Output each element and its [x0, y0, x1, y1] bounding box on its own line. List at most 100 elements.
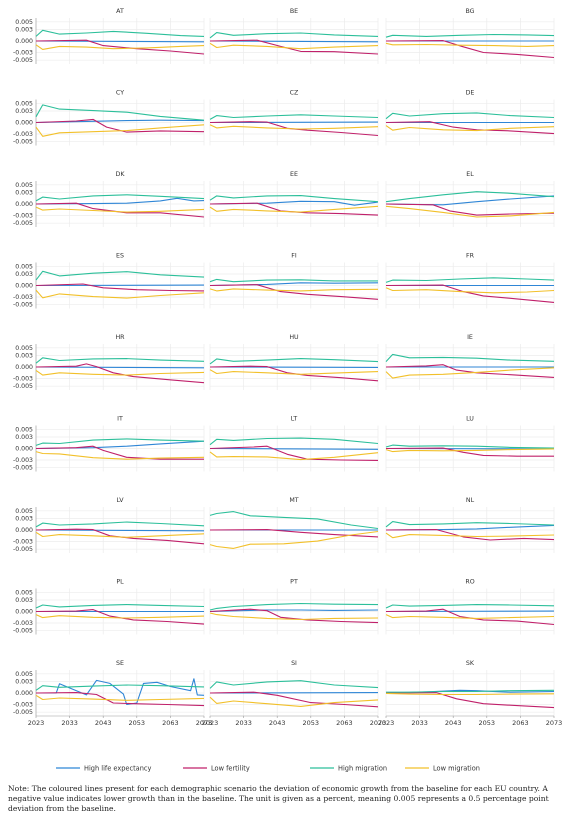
series-line-hm: [35, 684, 205, 691]
y-tick-label: 0.003: [15, 190, 33, 197]
series-line-lm: [385, 287, 555, 294]
y-tick-label: 0.005: [15, 426, 33, 433]
x-tick-label: 2043: [445, 719, 462, 727]
y-tick-label: -0.003: [13, 213, 33, 220]
x-tick-label: 2073: [546, 719, 563, 727]
series-line-hm: [209, 358, 379, 365]
series-line-hle: [209, 447, 379, 450]
panel-ee: EE: [209, 171, 379, 227]
series-line-lf: [35, 39, 205, 55]
panel-title: IE: [467, 334, 473, 341]
panel-title: ES: [116, 253, 124, 260]
y-tick-label: -0.005: [13, 628, 33, 635]
series-line-hle: [35, 366, 205, 369]
panel-cz: CZ: [209, 90, 379, 146]
x-tick-label: 2043: [269, 719, 286, 727]
y-tick-label: 0.005: [15, 671, 33, 678]
series-line-lf: [35, 118, 205, 133]
y-tick-label: -0.005: [13, 709, 33, 716]
series-line-lf: [385, 364, 555, 378]
series-line-lm: [209, 451, 379, 461]
panel-title: LT: [291, 416, 298, 423]
panel-title: LU: [466, 416, 474, 423]
series-line-lm: [35, 694, 205, 701]
series-line-hm: [209, 195, 379, 203]
y-tick-label: -0.003: [13, 376, 33, 383]
panel-title: DK: [116, 171, 126, 178]
series-line-hm: [209, 437, 379, 446]
series-line-hm: [209, 32, 379, 39]
x-tick-label: 2023: [202, 719, 219, 727]
panel-ie: IE: [385, 334, 555, 390]
y-tick-label: 0.003: [15, 679, 33, 686]
legend-label-hle: High life expectancy: [84, 765, 152, 773]
series-line-lm: [209, 612, 379, 621]
series-line-lm: [385, 614, 555, 619]
x-tick-label: 2063: [512, 719, 529, 727]
y-tick-label: 0.005: [15, 589, 33, 596]
x-tick-label: 2073: [196, 719, 213, 727]
panel-title: SI: [291, 660, 297, 667]
y-tick-label: -0.005: [13, 465, 33, 472]
y-tick-label: 0.003: [15, 434, 33, 441]
legend-label-lf: Low fertility: [211, 765, 250, 773]
panel-nl: NL: [385, 497, 555, 553]
series-line-lm: [35, 369, 205, 376]
y-tick-label: 0.005: [15, 19, 33, 26]
series-line-lm: [35, 44, 205, 50]
series-line-lf: [35, 609, 205, 625]
series-line-lm: [35, 451, 205, 460]
y-tick-label: 0.003: [15, 516, 33, 523]
series-line-lf: [209, 39, 379, 55]
series-line-hle: [35, 529, 205, 532]
series-line-hm: [209, 511, 379, 530]
y-tick-label: 0.000: [15, 364, 33, 371]
series-line-hm: [385, 33, 555, 38]
series-line-lf: [35, 528, 205, 545]
series-line-lf: [385, 284, 555, 303]
panel-title: AT: [116, 8, 124, 15]
y-tick-label: 0.000: [15, 201, 33, 208]
y-tick-label: 0.005: [15, 182, 33, 189]
series-line-hm: [35, 270, 205, 281]
series-line-lf: [209, 608, 379, 624]
series-line-lf: [209, 529, 379, 538]
y-tick-label: -0.005: [13, 383, 33, 390]
series-line-lm: [35, 614, 205, 619]
y-tick-label: -0.003: [13, 702, 33, 709]
series-line-lf: [35, 283, 205, 292]
series-line-hm: [209, 602, 379, 611]
panel-title: LV: [116, 497, 124, 504]
series-line-hle: [36, 678, 205, 706]
panel-title: BG: [465, 8, 474, 15]
panel-hu: HU: [209, 334, 379, 390]
series-line-lm: [209, 205, 379, 213]
x-tick-label: 2033: [235, 719, 252, 727]
series-line-lm: [209, 288, 379, 292]
series-line-hm: [35, 357, 205, 364]
series-line-hm: [35, 438, 205, 446]
series-line-hm: [385, 604, 555, 609]
series-line-hle: [209, 40, 379, 43]
legend: High life expectancy Low fertility High mi…: [56, 765, 480, 773]
panel-el: EL: [385, 171, 555, 227]
series-line-lf: [209, 691, 379, 708]
series-line-lf: [209, 365, 379, 382]
y-tick-label: -0.005: [13, 302, 33, 309]
y-tick-label: 0.003: [15, 271, 33, 278]
panel-title: CZ: [290, 90, 299, 97]
panel-title: IT: [117, 416, 123, 423]
y-tick-label: 0.005: [15, 100, 33, 107]
series-line-lf: [35, 445, 204, 460]
series-line-hm: [209, 278, 378, 283]
panel-title: BE: [290, 8, 298, 15]
series-line-hm: [35, 104, 205, 121]
series-line-hm: [385, 191, 555, 203]
series-line-lf: [385, 40, 555, 59]
chart-note: Note: The coloured lines present for eac…: [8, 784, 549, 814]
